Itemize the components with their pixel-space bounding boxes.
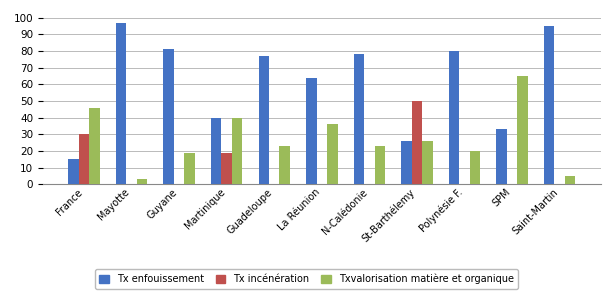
Bar: [354, 54, 364, 184]
Bar: [164, 49, 174, 184]
Bar: [221, 153, 232, 184]
Bar: [375, 146, 385, 184]
Bar: [449, 51, 459, 184]
Bar: [78, 134, 89, 184]
Bar: [402, 141, 412, 184]
Bar: [185, 153, 195, 184]
Bar: [565, 176, 576, 184]
Bar: [497, 129, 507, 184]
Bar: [280, 146, 290, 184]
Bar: [517, 76, 528, 184]
Bar: [306, 78, 316, 184]
Bar: [544, 26, 554, 184]
Bar: [327, 124, 338, 184]
Bar: [89, 108, 100, 184]
Bar: [68, 159, 78, 184]
Bar: [211, 118, 221, 184]
Bar: [412, 101, 422, 184]
Bar: [259, 56, 269, 184]
Bar: [232, 118, 242, 184]
Legend: Tx enfouissement, Tx incénération, Txvalorisation matière et organique: Tx enfouissement, Tx incénération, Txval…: [94, 269, 519, 289]
Bar: [116, 23, 126, 184]
Bar: [137, 179, 147, 184]
Bar: [422, 141, 433, 184]
Bar: [470, 151, 480, 184]
